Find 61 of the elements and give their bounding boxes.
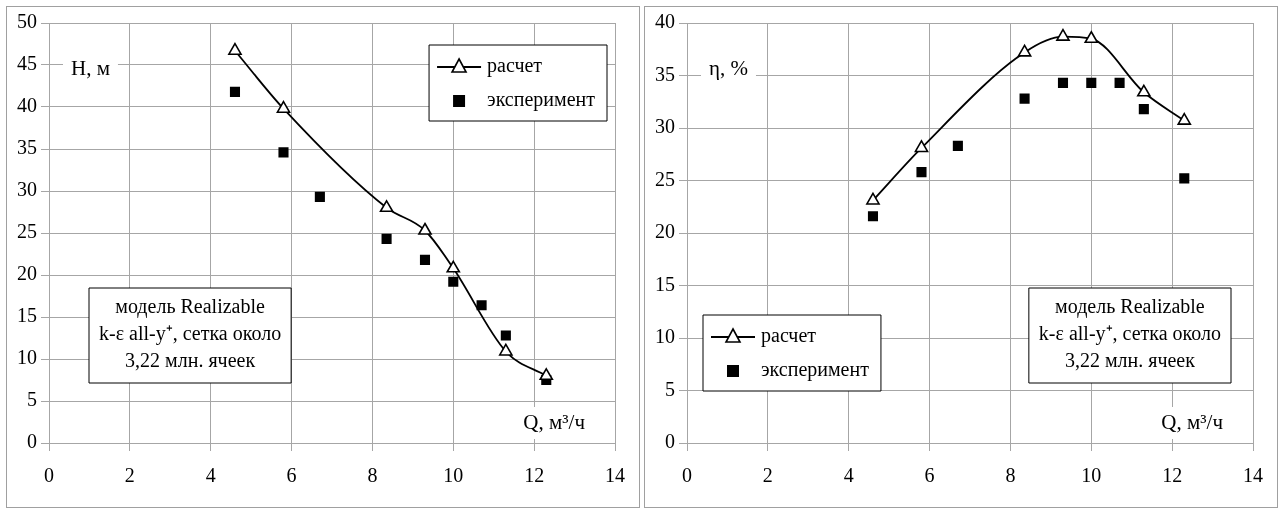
point <box>381 233 392 244</box>
y-tick-label: 40 <box>655 10 675 33</box>
point <box>448 276 459 287</box>
y-tick-label: 20 <box>655 220 675 243</box>
x-tick-label: 12 <box>524 464 545 487</box>
point <box>228 42 242 56</box>
y-tick-label: 5 <box>665 377 675 400</box>
y-tick-label: 20 <box>17 262 37 285</box>
x-tick-label: 8 <box>367 464 378 487</box>
x-tick-label: 2 <box>762 464 773 487</box>
y-tick-label: 10 <box>655 325 675 348</box>
x-tick-label: 4 <box>205 464 216 487</box>
y-tick-label: 15 <box>655 272 675 295</box>
x-tick-label: 14 <box>1243 464 1263 487</box>
y-tick-label: 0 <box>665 430 675 453</box>
legend-label: расчет <box>761 324 817 348</box>
y-tick-label: 35 <box>17 136 37 159</box>
x-tick-label: 12 <box>1162 464 1183 487</box>
x-tick-label: 4 <box>843 464 854 487</box>
legend-label: эксперимент <box>761 358 870 382</box>
point <box>419 254 431 265</box>
legend-label: расчет <box>487 54 543 78</box>
y-tick-label: 25 <box>17 220 37 243</box>
x-axis-title: Q, м³/ч <box>523 409 586 434</box>
y-tick-label: 30 <box>655 115 675 138</box>
x-tick-label: 8 <box>1005 464 1016 487</box>
y-tick-label: 35 <box>655 62 675 85</box>
y-tick-label: 30 <box>17 178 37 201</box>
x-tick-label: 10 <box>443 464 464 487</box>
annotation: модель Realizable k-ε all-y⁺, сетка около 3,22 млн. ячеек <box>1038 295 1221 372</box>
point <box>278 147 289 158</box>
point <box>498 343 513 356</box>
x-axis-title: Q, м³/ч <box>1161 409 1224 434</box>
y-tick-label: 10 <box>17 346 37 369</box>
annotation: модель Realizable k-ε all-y⁺, сетка около 3,22 млн. ячеек <box>99 295 282 372</box>
y-tick-label: 5 <box>27 388 37 411</box>
y-tick-label: 45 <box>17 52 37 75</box>
point <box>418 222 432 235</box>
y-tick-label: 0 <box>27 430 37 453</box>
legend-label: эксперимент <box>487 88 596 112</box>
point <box>314 191 325 202</box>
x-tick-label: 2 <box>124 464 135 487</box>
point <box>229 86 241 97</box>
x-tick-label: 14 <box>605 464 625 487</box>
x-tick-label: 0 <box>44 464 54 487</box>
point <box>446 260 461 273</box>
y-tick-label: 50 <box>17 10 37 33</box>
y-tick-label: 25 <box>655 167 675 190</box>
x-tick-label: 0 <box>682 464 692 487</box>
y-axis-title: η, % <box>709 55 748 80</box>
point <box>276 100 291 113</box>
point <box>539 368 554 381</box>
point <box>476 300 487 311</box>
x-tick-label: 6 <box>924 464 935 487</box>
y-tick-label: 40 <box>17 94 37 117</box>
point <box>500 330 511 341</box>
point <box>379 200 394 213</box>
x-tick-label: 6 <box>286 464 297 487</box>
x-tick-label: 10 <box>1081 464 1102 487</box>
y-tick-label: 15 <box>17 304 37 327</box>
y-axis-title: H, м <box>71 55 110 80</box>
